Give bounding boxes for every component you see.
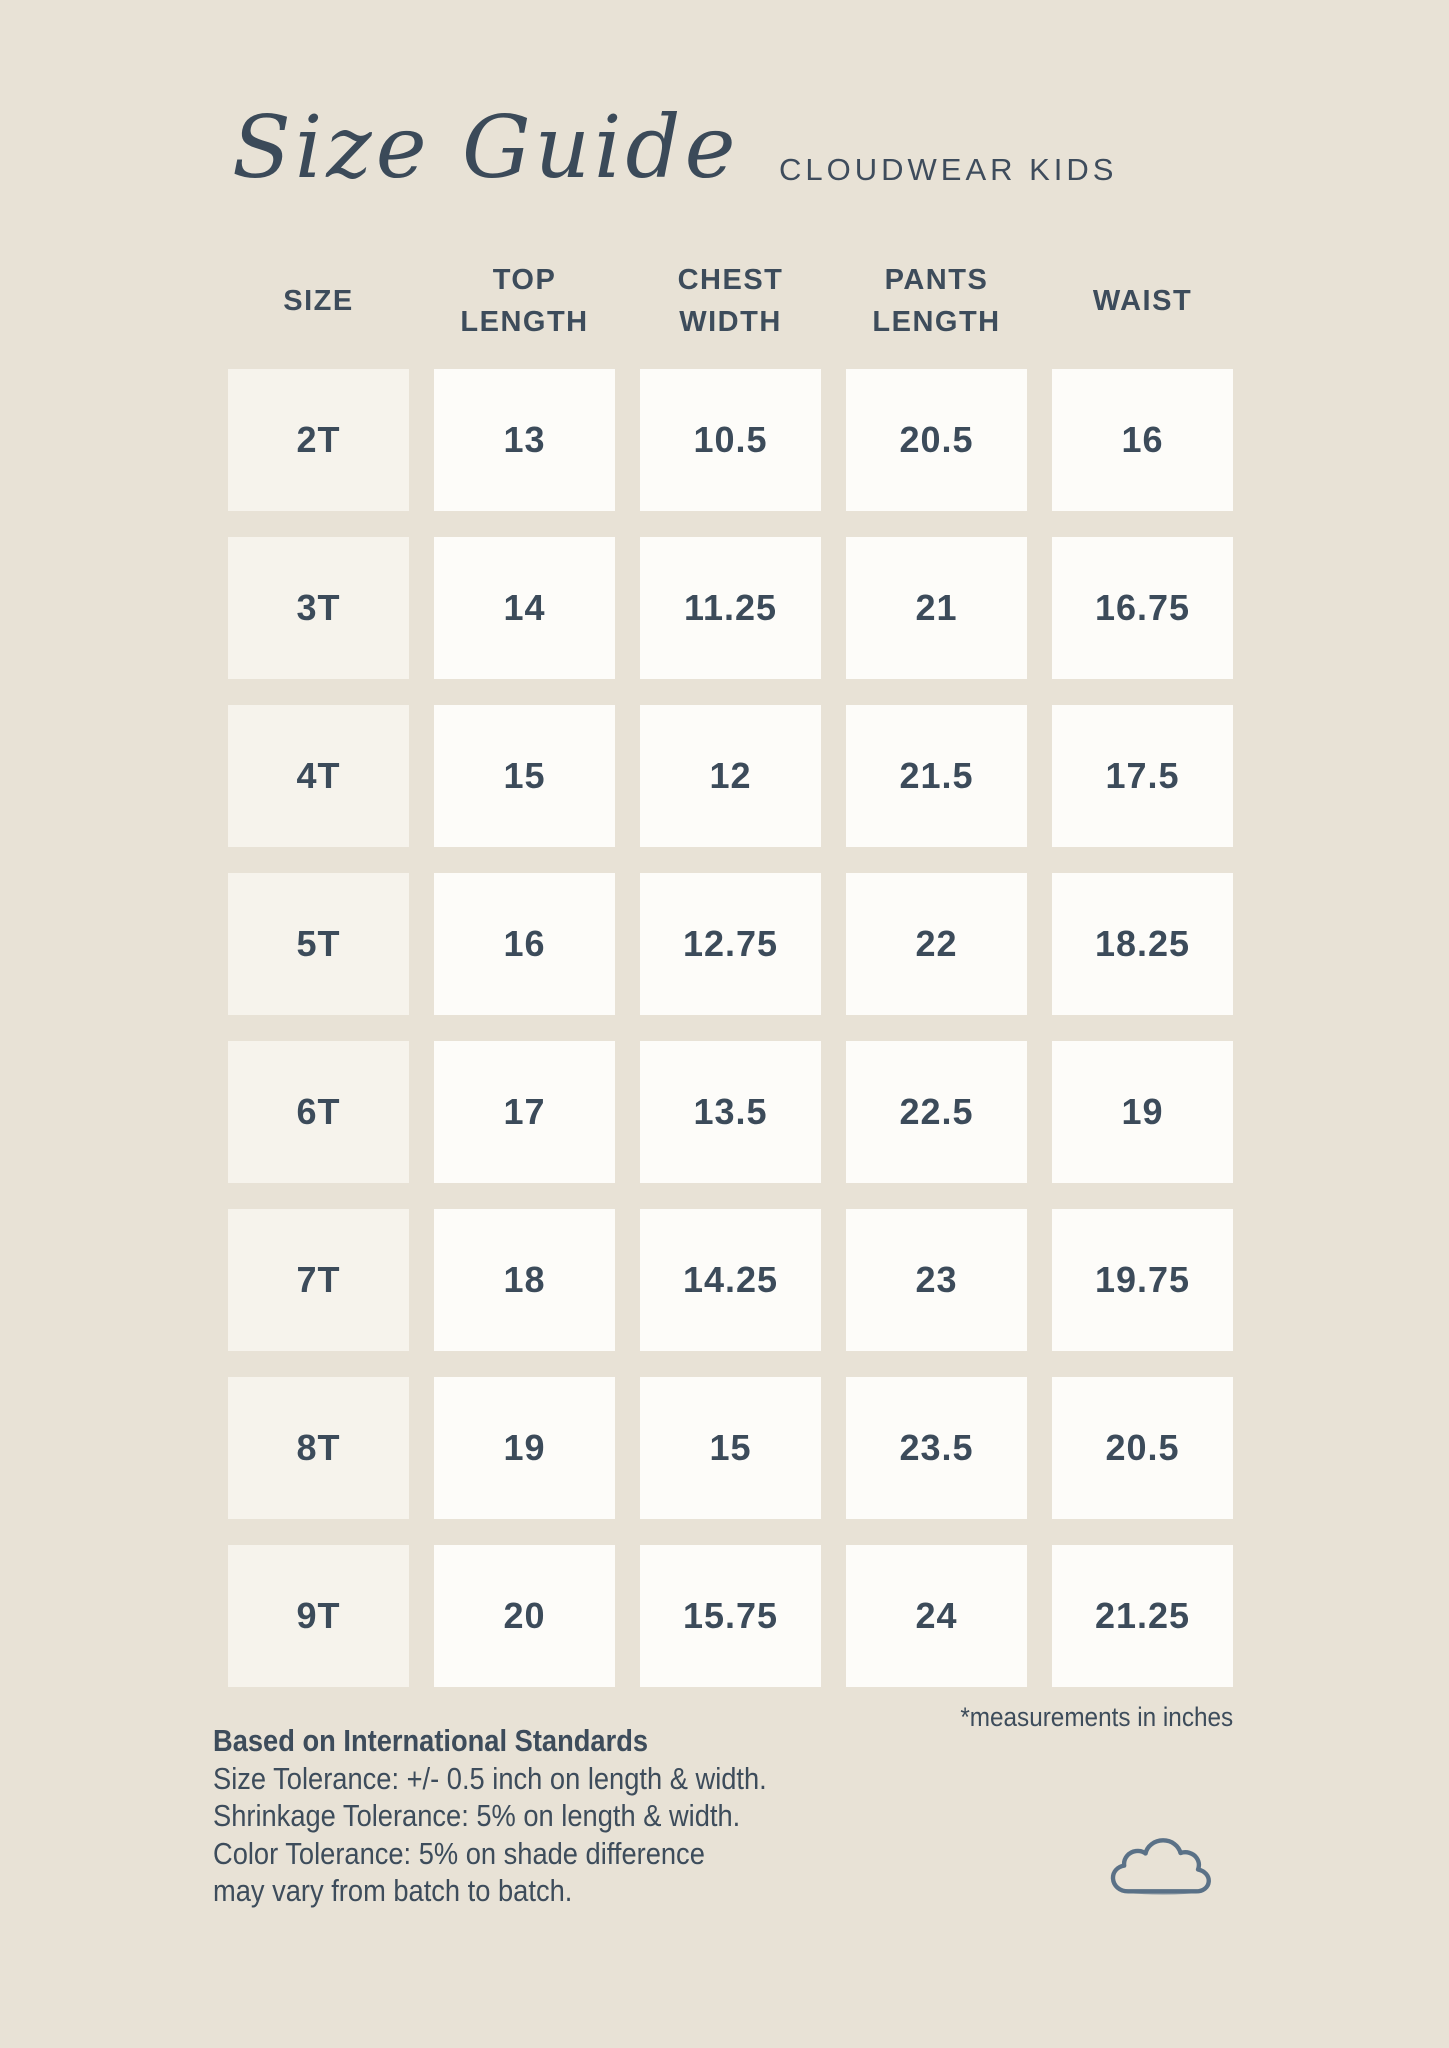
- page-title: Size Guide: [232, 98, 740, 198]
- measurement-cell: 12.75: [640, 873, 821, 1015]
- footer-line: may vary from batch to batch.: [213, 1873, 573, 1908]
- size-label: 8T: [228, 1377, 409, 1519]
- measurement-cell: 17: [434, 1041, 615, 1183]
- measurement-cell: 13: [434, 369, 615, 511]
- brand-name: CLOUDWEAR KIDS: [779, 152, 1118, 187]
- column-header-line: LENGTH: [460, 305, 589, 338]
- measurement-cell: 16: [434, 873, 615, 1015]
- measurement-cell: 21.25: [1052, 1545, 1233, 1687]
- size-label: 5T: [228, 873, 409, 1015]
- measurement-cell: 19: [434, 1377, 615, 1519]
- column-header-size: SIZE: [228, 224, 409, 343]
- measurements-unit-note-text: *measurements in inches: [960, 1702, 1233, 1732]
- measurements-unit-note: *measurements in inches: [228, 1702, 1233, 1733]
- measurement-cell: 22: [846, 873, 1027, 1015]
- size-label: 9T: [228, 1545, 409, 1687]
- measurement-cell: 16: [1052, 369, 1233, 511]
- column-header-line: LENGTH: [872, 305, 1001, 338]
- cloud-icon: [1110, 1838, 1211, 1895]
- measurement-cell: 15: [640, 1377, 821, 1519]
- measurement-cell: 17.5: [1052, 705, 1233, 847]
- footer-line: Size Tolerance: +/- 0.5 inch on length &…: [213, 1760, 767, 1796]
- measurement-cell: 15.75: [640, 1545, 821, 1687]
- measurement-cell: 23: [846, 1209, 1027, 1351]
- size-label: 4T: [228, 705, 409, 847]
- footer-line: Color Tolerance: 5% on shade difference: [213, 1835, 705, 1871]
- column-header-line: WIDTH: [679, 305, 782, 338]
- column-header-pants-length: PANTS LENGTH: [846, 224, 1027, 343]
- measurement-cell: 21: [846, 537, 1027, 679]
- column-header-top-length: TOP LENGTH: [434, 224, 615, 343]
- size-table: SIZE TOP LENGTH CHEST WIDTH PANTS LENGTH…: [228, 224, 1233, 1687]
- measurement-cell: 24: [846, 1545, 1027, 1687]
- measurement-cell: 11.25: [640, 537, 821, 679]
- measurement-cell: 19.75: [1052, 1209, 1233, 1351]
- size-label: 6T: [228, 1041, 409, 1183]
- measurement-cell: 22.5: [846, 1041, 1027, 1183]
- measurement-cell: 15: [434, 705, 615, 847]
- column-header-line: SIZE: [283, 284, 354, 317]
- footer-line: Shrinkage Tolerance: 5% on length & widt…: [213, 1798, 741, 1833]
- measurement-cell: 14.25: [640, 1209, 821, 1351]
- column-header-line: WAIST: [1092, 284, 1193, 317]
- column-header-line: PANTS: [884, 263, 989, 296]
- measurement-cell: 20.5: [1052, 1377, 1233, 1519]
- measurement-cell: 21.5: [846, 705, 1027, 847]
- measurement-cell: 13.5: [640, 1041, 821, 1183]
- column-header-line: CHEST: [677, 263, 784, 296]
- measurement-cell: 18: [434, 1209, 615, 1351]
- measurement-cell: 16.75: [1052, 537, 1233, 679]
- footer-line: Based on International Standards: [213, 1723, 649, 1758]
- column-header-line: TOP: [492, 263, 557, 296]
- measurement-cell: 19: [1052, 1041, 1233, 1183]
- size-label: 3T: [228, 537, 409, 679]
- tolerance-notes: Based on International Standards Size To…: [213, 1722, 842, 1910]
- column-header-chest-width: CHEST WIDTH: [640, 224, 821, 343]
- measurement-cell: 14: [434, 537, 615, 679]
- measurement-cell: 23.5: [846, 1377, 1027, 1519]
- measurement-cell: 12: [640, 705, 821, 847]
- column-header-waist: WAIST: [1052, 224, 1233, 343]
- measurement-cell: 20.5: [846, 369, 1027, 511]
- measurement-cell: 10.5: [640, 369, 821, 511]
- measurement-cell: 18.25: [1052, 873, 1233, 1015]
- size-label: 2T: [228, 369, 409, 511]
- measurement-cell: 20: [434, 1545, 615, 1687]
- size-label: 7T: [228, 1209, 409, 1351]
